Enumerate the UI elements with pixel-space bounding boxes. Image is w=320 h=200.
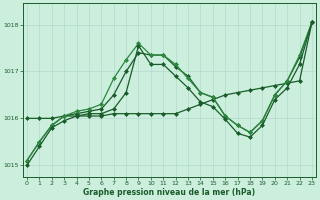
- X-axis label: Graphe pression niveau de la mer (hPa): Graphe pression niveau de la mer (hPa): [84, 188, 256, 197]
